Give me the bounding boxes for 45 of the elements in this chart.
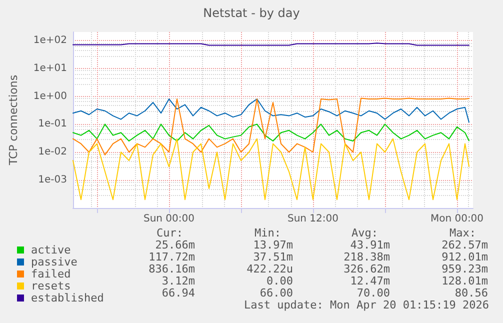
text: 70.00 — [356, 286, 390, 300]
text: 326.62m — [344, 262, 390, 276]
text: 117.72m — [148, 250, 196, 264]
text: Cur: — [156, 226, 183, 240]
text: 3.12m — [162, 274, 196, 288]
legend-label: resets — [31, 280, 71, 292]
text: 25.66m — [155, 238, 196, 252]
y-tick-label: 1e+02 — [33, 34, 67, 46]
text: 262.57m — [442, 238, 488, 252]
y-tick-label: 1e+01 — [33, 62, 67, 74]
y-axis-title: TCP connections — [7, 74, 20, 166]
text: 80.56 — [454, 286, 488, 300]
x-tick-label: Sun 00:00 — [143, 214, 195, 224]
y-tick-label: 1e-03 — [38, 174, 67, 186]
line-series — [72, 138, 470, 200]
text: 422.22u — [246, 262, 293, 276]
text: Min: — [254, 226, 281, 240]
text: 128.01m — [442, 274, 488, 288]
text: 66.94 — [162, 286, 196, 300]
line-series — [72, 98, 470, 156]
text: 959.23m — [442, 262, 488, 276]
text: Last update: Mon Apr 20 01:15:19 2026 — [244, 298, 489, 312]
line-series — [72, 98, 470, 123]
text: 0.00 — [266, 274, 293, 288]
y-tick-label: 1e-01 — [38, 118, 67, 130]
legend-label: passive — [31, 256, 78, 268]
text: 37.51m — [253, 250, 294, 264]
text: Max: — [450, 226, 476, 240]
x-tick-label: Mon 00:00 — [430, 214, 484, 224]
chart-title: Netstat - by day — [203, 6, 300, 20]
legend-label: failed — [31, 268, 71, 280]
line-series — [72, 124, 470, 142]
text: 13.97m — [253, 238, 294, 252]
x-tick-label: Sun 12:00 — [287, 214, 339, 224]
text: Avg: — [352, 226, 378, 240]
y-tick-label: 1e+00 — [33, 90, 67, 102]
text: 218.38m — [344, 250, 390, 264]
text: 836.16m — [148, 262, 196, 276]
y-tick-label: 1e-02 — [38, 146, 67, 158]
text: 66.00 — [260, 286, 293, 300]
legend-label: established — [31, 292, 104, 304]
text: 43.91m — [350, 238, 390, 252]
text: 912.01m — [442, 250, 488, 264]
text: 12.47m — [350, 274, 390, 288]
legend-label: active — [31, 244, 71, 256]
